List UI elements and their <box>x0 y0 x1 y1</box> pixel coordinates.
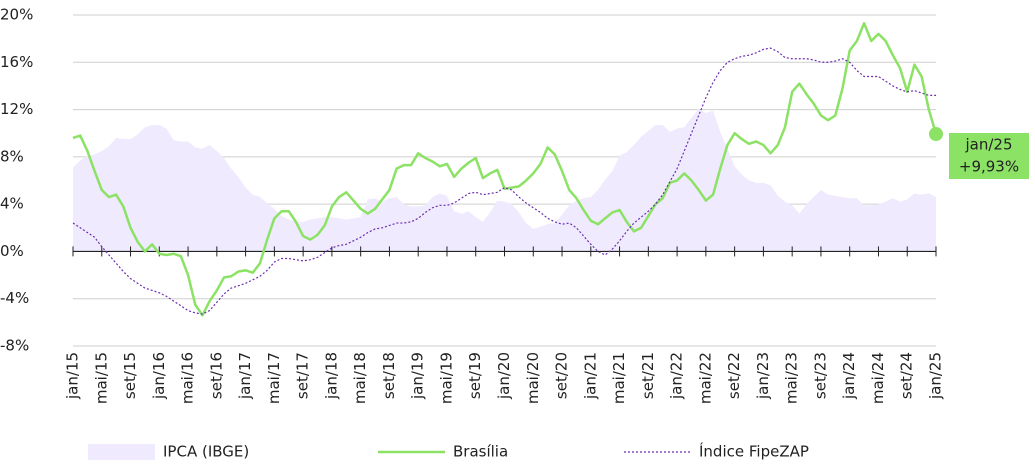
y-tick-label: -8% <box>0 337 29 355</box>
y-tick-label: -4% <box>0 289 29 307</box>
x-tick-label: set/22 <box>725 352 743 399</box>
x-tick-label: jan/18 <box>322 352 340 400</box>
x-tick-label: jan/16 <box>150 352 168 400</box>
x-tick-label: mai/22 <box>696 352 714 404</box>
x-tick-label: set/20 <box>553 352 571 399</box>
x-tick-label: set/18 <box>380 352 398 399</box>
x-tick-label: mai/23 <box>783 352 801 404</box>
y-tick-label: 4% <box>0 195 24 213</box>
area <box>73 108 936 252</box>
x-tick-label: jan/25 <box>927 352 945 400</box>
x-tick-label: set/17 <box>294 352 312 399</box>
x-tick-label: mai/21 <box>610 352 628 404</box>
last-point <box>929 127 943 142</box>
x-tick-label: set/15 <box>121 352 139 399</box>
x-tick-label: mai/16 <box>179 352 197 404</box>
x-tick-label: jan/21 <box>581 352 599 400</box>
x-tick-label: mai/15 <box>92 352 110 404</box>
y-tick-label: 8% <box>0 147 24 165</box>
x-tick-label: mai/18 <box>351 352 369 404</box>
y-tick-label: 20% <box>0 6 33 24</box>
line <box>72 47 936 315</box>
legend-label: IPCA (IBGE) <box>163 443 249 461</box>
x-tick-label: mai/20 <box>524 352 542 404</box>
x-tick-label: mai/17 <box>265 352 283 404</box>
x-tick-label: jan/22 <box>668 352 686 400</box>
x-tick-label: set/21 <box>639 352 657 399</box>
x-tick-label: mai/24 <box>869 352 887 404</box>
x-tick-label: set/24 <box>898 352 916 399</box>
x-tick-label: set/19 <box>466 352 484 399</box>
y-tick-label: 16% <box>0 53 33 71</box>
line <box>72 22 938 317</box>
annotation-text: jan/25 <box>964 136 1012 154</box>
x-tick-label: jan/24 <box>840 352 858 400</box>
x-tick-label: jan/19 <box>409 352 427 400</box>
legend-label: Brasília <box>453 443 508 461</box>
x-tick-label: mai/19 <box>437 352 455 404</box>
x-tick-label: set/23 <box>811 352 829 399</box>
y-tick-label: 12% <box>0 100 33 118</box>
x-tick-label: set/16 <box>207 352 225 399</box>
legend-label: Índice FipeZAP <box>699 442 809 461</box>
x-tick-label: jan/23 <box>754 352 772 400</box>
y-tick-label: 0% <box>0 242 24 260</box>
legend-swatch <box>88 444 155 460</box>
x-tick-label: jan/15 <box>64 352 82 400</box>
annotation-text: +9,93% <box>959 158 1019 176</box>
x-tick-label: jan/17 <box>236 352 254 400</box>
x-tick-label: jan/20 <box>495 352 513 400</box>
annotation-box <box>949 133 1029 179</box>
